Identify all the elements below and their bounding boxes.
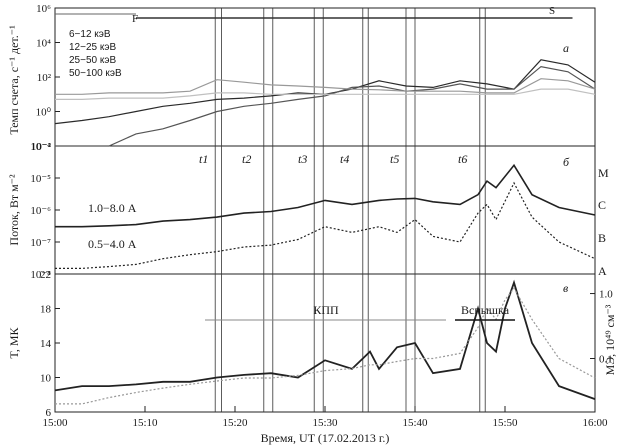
y-tick-label: 10⁻⁶ <box>30 205 51 217</box>
time-marker-label: t6 <box>458 152 467 166</box>
y-right-tick-label: 1.0 <box>599 289 613 301</box>
x-tick-label: 16:00 <box>582 417 608 429</box>
y-tick-label: 10⁰ <box>36 107 52 119</box>
data-series <box>54 59 596 405</box>
time-marker-label: t2 <box>242 152 251 166</box>
class-label-a: A <box>598 264 607 278</box>
x-axis-label: Время, UT (17.02.2013 г.) <box>261 431 390 445</box>
panel-a-ylabel: Темп счета, с⁻¹ дет.⁻¹ <box>7 25 21 135</box>
x-tick-label: 15:50 <box>492 417 518 429</box>
y-right-tick-label: 0.1 <box>599 353 613 365</box>
y-tick-label: 10⁻² <box>31 141 52 153</box>
time-marker-label: t3 <box>298 152 307 166</box>
series-line-panel-b <box>55 163 596 228</box>
axis-ticks: 15:00 15:10 15:20 15:30 15:40 15:50 16:0010⁻²1… <box>30 3 613 429</box>
y-tick-label: 10⁴ <box>36 38 51 50</box>
panel-a-letter: а <box>563 41 569 55</box>
series-line-panel-a <box>55 78 596 95</box>
series-label-long: 1.0−8.0 А <box>88 201 137 215</box>
series-line-panel-a <box>55 88 596 100</box>
y-tick-label: 14 <box>40 338 52 350</box>
y-tick-label: 22 <box>40 269 51 281</box>
y-tick-label: 10⁶ <box>36 3 51 15</box>
x-tick-label: 15:10 <box>132 417 158 429</box>
y-tick-label: 10⁻⁵ <box>30 173 51 185</box>
time-marker-labels: t1 t2 t3 t4 t5 t6 <box>199 152 467 166</box>
series-line-temperature <box>54 279 596 400</box>
bar-label-f: F <box>132 13 138 25</box>
class-label-b: B <box>598 231 606 245</box>
panel-c-frame <box>54 273 596 413</box>
series-line-panel-a <box>55 65 596 147</box>
y-tick-label: 10⁻⁷ <box>30 237 51 249</box>
series-label-short: 0.5−4.0 А <box>88 237 137 251</box>
legend-item: 25−50 кэВ <box>69 55 116 66</box>
interval-label-kpp: КПП <box>313 303 339 317</box>
time-marker-label: t4 <box>340 152 349 166</box>
y-tick-label: 10⁻⁴ <box>30 141 51 153</box>
y-tick-label: 10 <box>40 373 52 385</box>
legend-item: 12−25 кэВ <box>69 42 116 53</box>
y-tick-label: 10² <box>37 72 52 84</box>
series-line-panel-a <box>54 59 596 125</box>
legend: 6−12 кэВ 12−25 кэВ 25−50 кэВ 50−100 кэВ <box>69 29 122 79</box>
class-label-c: C <box>598 198 606 212</box>
bar-label-s: S <box>549 5 555 17</box>
x-tick-label: 15:00 <box>42 417 68 429</box>
time-marker-label: t5 <box>390 152 399 166</box>
x-tick-label: 15:20 <box>222 417 248 429</box>
series-line-panel-b <box>55 181 596 269</box>
y-tick-label: 10⁻⁸ <box>30 269 51 281</box>
x-tick-label: 15:30 <box>312 417 338 429</box>
panel-b-ylabel: Поток, Вт м⁻² <box>7 174 21 246</box>
y-tick-label: 18 <box>40 304 52 316</box>
y-tick-label: 6 <box>46 407 52 419</box>
class-label-m: M <box>598 166 609 180</box>
panel-c-ylabel-right: МЭ, 10⁴⁹ см⁻³ <box>603 304 617 375</box>
time-marker-label: t1 <box>199 152 208 166</box>
legend-item: 6−12 кэВ <box>69 29 111 40</box>
panel-a-frame <box>54 7 596 147</box>
panel-b-letter: б <box>563 155 570 169</box>
panel-c-ylabel: T, МК <box>7 326 21 358</box>
interval-label-flare: Вспышка <box>461 303 510 317</box>
x-tick-label: 15:40 <box>402 417 428 429</box>
panel-c-letter: в <box>563 281 568 295</box>
legend-item: 50−100 кэВ <box>69 68 122 79</box>
